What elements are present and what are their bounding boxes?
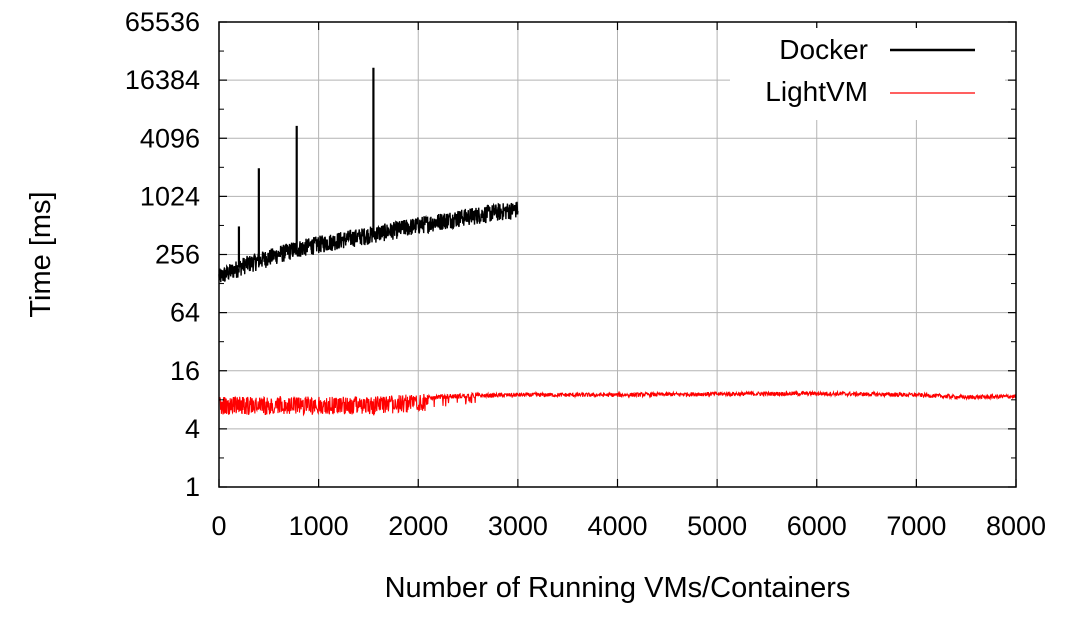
series-line-docker: [218, 201, 519, 283]
x-tick-label: 8000: [986, 511, 1046, 541]
y-axis-title: Time [ms]: [25, 191, 57, 317]
y-tick-label: 4096: [140, 123, 200, 153]
y-tick-label: 16384: [125, 65, 200, 95]
y-tick-label: 64: [170, 298, 200, 328]
x-tick-label: 2000: [388, 511, 448, 541]
legend-label-docker: Docker: [779, 34, 868, 65]
y-tick-label: 256: [155, 240, 200, 270]
x-tick-label: 4000: [587, 511, 647, 541]
x-axis-title: Number of Running VMs/Containers: [385, 572, 851, 604]
x-tick-label: 5000: [687, 511, 747, 541]
y-tick-label: 65536: [125, 7, 200, 37]
y-tick-label: 4: [185, 414, 200, 444]
series-layer: [218, 67, 1017, 417]
legend-background: [730, 28, 1005, 120]
legend: Docker LightVM: [730, 28, 1005, 120]
x-tick-label: 7000: [886, 511, 946, 541]
tick-labels: 0 1000 2000 3000 4000 5000 6000 7000 8000 1 4 16 64 2…: [125, 7, 1046, 541]
x-tick-label: 6000: [787, 511, 847, 541]
x-tick-label: 1000: [289, 511, 349, 541]
x-tick-label: 3000: [488, 511, 548, 541]
y-tick-label: 1: [185, 472, 200, 502]
series-line-lightvm: [218, 389, 1017, 417]
y-tick-label: 16: [170, 356, 200, 386]
ticks: [218, 21, 1017, 488]
legend-label-lightvm: LightVM: [765, 76, 868, 107]
x-tick-label: 0: [211, 511, 226, 541]
y-tick-label: 1024: [140, 181, 200, 211]
